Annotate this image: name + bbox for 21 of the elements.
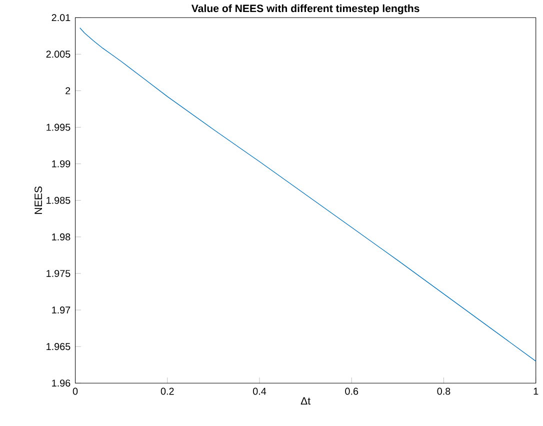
x-tick-label: 0 xyxy=(72,388,78,395)
y-tick-label: 1.97 xyxy=(52,306,70,314)
x-tick-label: 0.4 xyxy=(253,388,266,395)
y-tick-label: 2.005 xyxy=(46,50,70,58)
x-axis-title: Δt xyxy=(300,397,310,405)
chart-title: Value of NEES with different timestep lengths xyxy=(191,4,420,14)
y-axis-title: NEES xyxy=(34,186,42,214)
x-tick-label: 0.2 xyxy=(160,388,174,395)
x-tick-label: 0.6 xyxy=(345,388,358,395)
y-tick-label: 1.975 xyxy=(46,270,70,278)
x-tick-label: 1 xyxy=(534,388,538,395)
y-tick-label: 1.98 xyxy=(52,234,70,241)
y-tick-label: 1.96 xyxy=(52,380,70,387)
y-tick-label: 1.99 xyxy=(52,160,70,168)
line-series xyxy=(80,28,536,362)
y-tick-label: 2.01 xyxy=(52,14,70,22)
y-tick-label: 1.995 xyxy=(46,124,70,131)
x-tick-label: 0.8 xyxy=(437,388,450,395)
y-tick-label: 1.985 xyxy=(46,197,70,204)
y-tick-label: 1.965 xyxy=(46,343,70,350)
y-tick-label: 2 xyxy=(66,87,70,94)
